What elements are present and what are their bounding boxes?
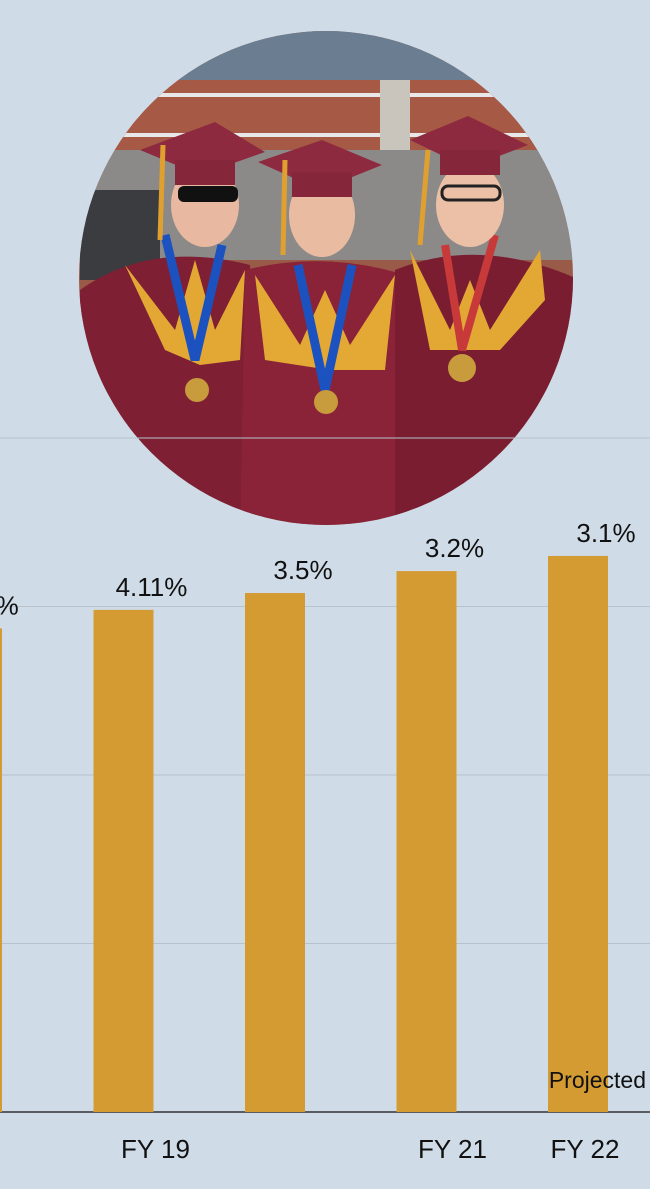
- bar: [548, 555, 608, 1112]
- x-tick-label: FY 19: [121, 1134, 190, 1164]
- bar-label: 3.2%: [425, 533, 484, 563]
- bar-label: 3.5%: [273, 555, 332, 585]
- bar-label: 9%: [0, 590, 19, 620]
- bar: [0, 628, 2, 1112]
- x-tick-label: FY 21: [418, 1134, 487, 1164]
- bar: [93, 609, 154, 1112]
- bar: [245, 593, 305, 1112]
- bar-label: 4.11%: [116, 572, 188, 602]
- x-tick-label: FY 22: [551, 1134, 620, 1164]
- graduation-photo: [79, 31, 573, 525]
- bar: [396, 571, 457, 1112]
- annotation: Projected: [549, 1067, 646, 1093]
- bar-label: 3.1%: [576, 518, 635, 548]
